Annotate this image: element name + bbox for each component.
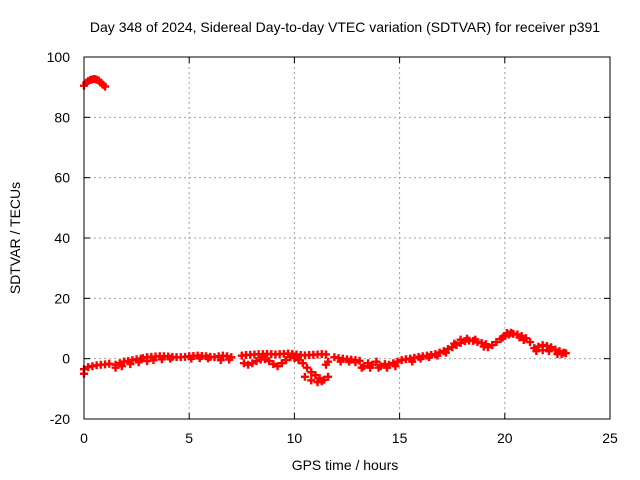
data-points [80, 75, 570, 387]
y-tick-label: -20 [50, 411, 70, 427]
data-point [542, 341, 551, 350]
data-point [157, 355, 166, 364]
data-point [281, 356, 290, 365]
x-tick-label: 20 [497, 430, 513, 446]
data-point [433, 351, 442, 360]
data-point [204, 354, 213, 363]
data-point [450, 339, 459, 348]
plot-area-border [83, 56, 611, 420]
data-point [462, 334, 471, 343]
data-point [515, 333, 524, 342]
data-point [366, 363, 375, 372]
data-point [492, 338, 501, 347]
x-tick-label: 15 [392, 430, 408, 446]
x-axis-label: GPS time / hours [292, 457, 399, 473]
chart-title: Day 348 of 2024, Sidereal Day-to-day VTE… [90, 19, 600, 35]
data-point [374, 363, 383, 372]
data-point [519, 335, 528, 344]
data-point [324, 357, 333, 366]
y-tick-label: 20 [54, 290, 70, 306]
data-point [393, 357, 402, 366]
data-point [488, 341, 497, 350]
data-point [498, 333, 507, 342]
data-point [269, 360, 278, 369]
x-tick-label: 10 [287, 430, 303, 446]
data-point [534, 342, 543, 351]
data-point [425, 353, 434, 362]
data-point [252, 357, 261, 366]
y-axis-label: SDTVAR / TECUs [7, 182, 23, 294]
data-point [298, 359, 307, 368]
data-point [225, 355, 234, 364]
data-point [244, 360, 253, 369]
data-point [216, 356, 225, 365]
data-point [526, 338, 535, 347]
data-point [195, 354, 204, 363]
y-tick-label: 100 [47, 49, 71, 65]
y-tick-label: 80 [54, 109, 70, 125]
data-point [391, 362, 400, 371]
data-point [134, 358, 143, 367]
data-point [187, 354, 196, 363]
data-point [355, 356, 364, 365]
x-tick-label: 25 [602, 430, 618, 446]
data-point [317, 377, 326, 386]
x-tick-label: 0 [80, 430, 88, 446]
data-point [149, 356, 158, 365]
data-point [357, 363, 366, 372]
data-point [248, 359, 257, 368]
data-point [111, 363, 120, 372]
data-point [364, 359, 373, 368]
y-tick-label: 0 [62, 351, 70, 367]
data-point [311, 371, 320, 380]
data-point [351, 358, 360, 367]
data-point [471, 335, 480, 344]
tick-labels: 0 5 10 15 20 25 -20 0 20 40 60 80 100 [47, 49, 618, 446]
data-point [544, 347, 553, 356]
data-point [382, 363, 391, 372]
data-point [336, 357, 345, 366]
data-point [303, 363, 312, 372]
data-point [441, 348, 450, 357]
data-point [239, 359, 248, 368]
data-point [277, 359, 286, 368]
data-point [307, 376, 316, 385]
y-tick-label: 40 [54, 230, 70, 246]
data-point [126, 360, 135, 369]
data-point [265, 357, 274, 366]
data-point [483, 343, 492, 352]
data-point [294, 356, 303, 365]
data-point [408, 357, 417, 366]
data-point [101, 82, 110, 91]
data-point [416, 354, 425, 363]
data-point [117, 362, 126, 371]
data-point [551, 345, 560, 354]
data-point [300, 372, 309, 381]
data-point [372, 357, 381, 366]
data-point [324, 372, 333, 381]
data-point [307, 368, 316, 377]
data-point [260, 355, 269, 364]
y-tick-label: 60 [54, 170, 70, 186]
data-point [321, 350, 330, 359]
data-point [507, 328, 516, 337]
data-point [290, 354, 299, 363]
data-point [273, 362, 282, 371]
data-point [166, 354, 175, 363]
x-tick-label: 5 [185, 430, 193, 446]
data-point [557, 350, 566, 359]
